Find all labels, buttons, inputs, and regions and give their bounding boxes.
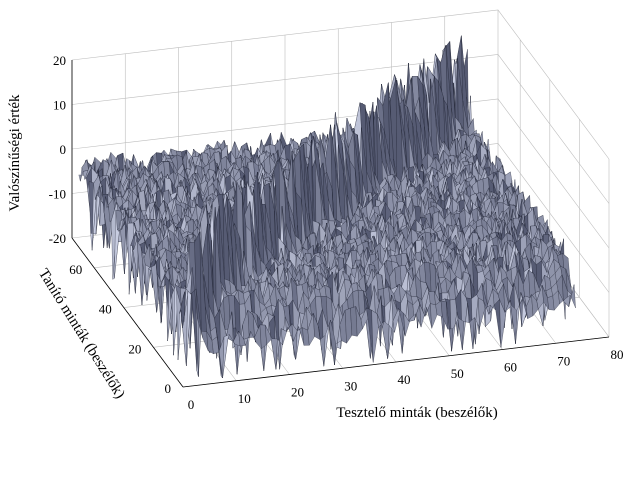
z-grid-line (71, 54, 610, 204)
z-grid-line (71, 9, 610, 160)
z-grid-line (71, 98, 610, 249)
surface-mesh (78, 35, 576, 379)
